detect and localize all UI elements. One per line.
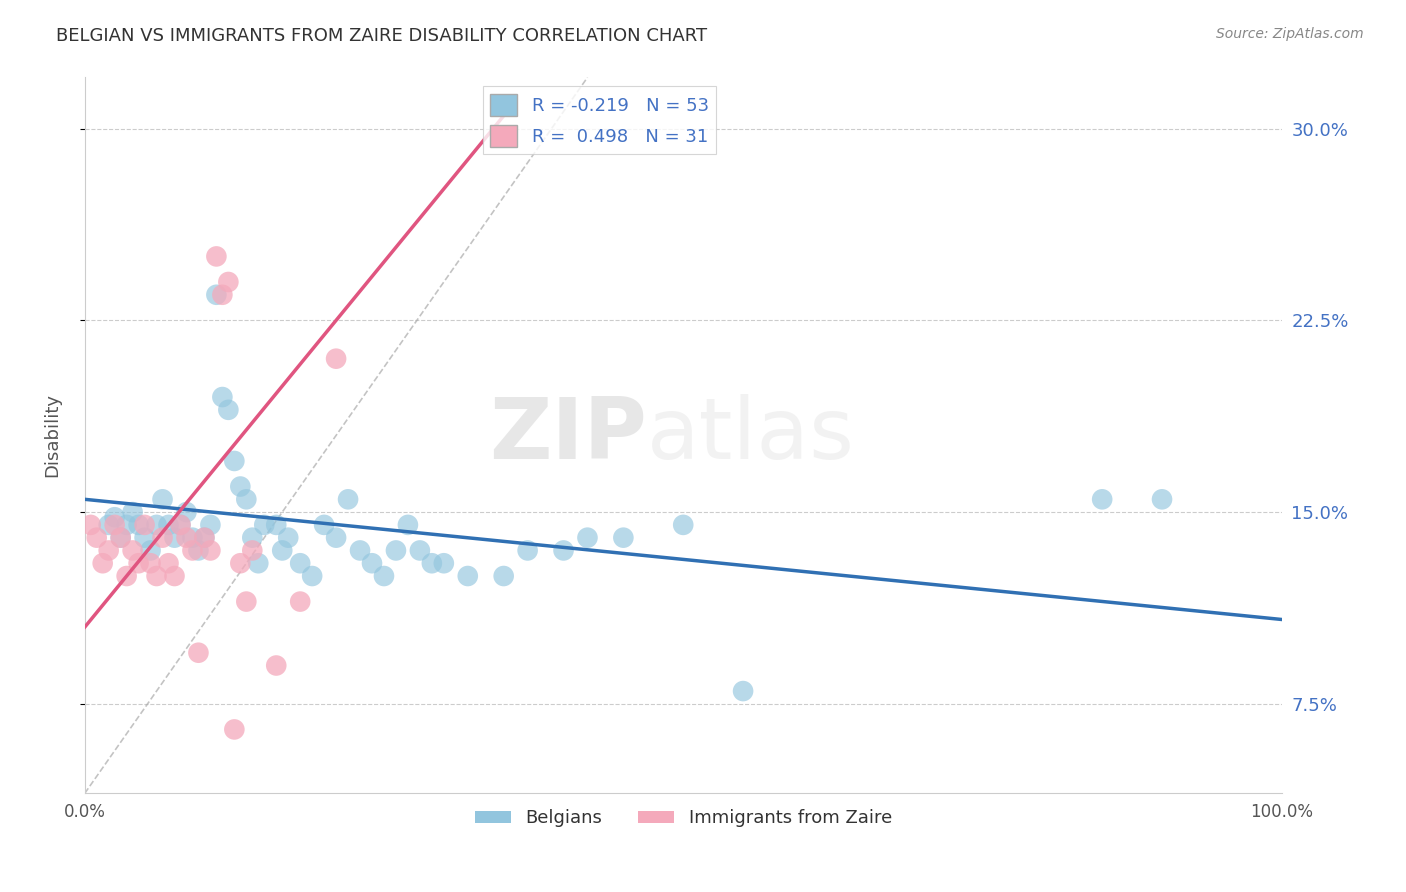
- Point: [187, 543, 209, 558]
- Point: [301, 569, 323, 583]
- Point: [128, 556, 150, 570]
- Point: [110, 531, 132, 545]
- Point: [181, 531, 204, 545]
- Point: [205, 249, 228, 263]
- Point: [217, 275, 239, 289]
- Point: [152, 531, 174, 545]
- Point: [121, 543, 143, 558]
- Point: [516, 543, 538, 558]
- Point: [235, 594, 257, 608]
- Point: [134, 517, 156, 532]
- Point: [349, 543, 371, 558]
- Point: [325, 351, 347, 366]
- Point: [121, 505, 143, 519]
- Point: [97, 543, 120, 558]
- Point: [457, 569, 479, 583]
- Point: [115, 569, 138, 583]
- Point: [396, 517, 419, 532]
- Point: [385, 543, 408, 558]
- Point: [169, 517, 191, 532]
- Point: [128, 517, 150, 532]
- Point: [187, 646, 209, 660]
- Text: ZIP: ZIP: [489, 394, 647, 477]
- Point: [235, 492, 257, 507]
- Point: [247, 556, 270, 570]
- Text: atlas: atlas: [647, 394, 855, 477]
- Point: [325, 531, 347, 545]
- Point: [253, 517, 276, 532]
- Point: [337, 492, 360, 507]
- Point: [1091, 492, 1114, 507]
- Point: [733, 684, 755, 698]
- Legend: Belgians, Immigrants from Zaire: Belgians, Immigrants from Zaire: [467, 802, 898, 834]
- Point: [409, 543, 432, 558]
- Point: [86, 531, 108, 545]
- Text: BELGIAN VS IMMIGRANTS FROM ZAIRE DISABILITY CORRELATION CHART: BELGIAN VS IMMIGRANTS FROM ZAIRE DISABIL…: [56, 27, 707, 45]
- Point: [145, 569, 167, 583]
- Y-axis label: Disability: Disability: [44, 393, 60, 477]
- Point: [200, 543, 222, 558]
- Point: [157, 517, 180, 532]
- Point: [176, 531, 198, 545]
- Point: [264, 517, 287, 532]
- Point: [139, 543, 162, 558]
- Point: [492, 569, 515, 583]
- Point: [145, 517, 167, 532]
- Point: [290, 556, 312, 570]
- Point: [361, 556, 384, 570]
- Point: [217, 402, 239, 417]
- Point: [277, 531, 299, 545]
- Text: Source: ZipAtlas.com: Source: ZipAtlas.com: [1216, 27, 1364, 41]
- Point: [193, 531, 215, 545]
- Point: [157, 556, 180, 570]
- Point: [200, 517, 222, 532]
- Point: [433, 556, 456, 570]
- Point: [240, 543, 263, 558]
- Point: [290, 594, 312, 608]
- Point: [1150, 492, 1173, 507]
- Point: [553, 543, 575, 558]
- Point: [271, 543, 294, 558]
- Point: [672, 517, 695, 532]
- Point: [211, 287, 233, 301]
- Point: [420, 556, 443, 570]
- Point: [224, 454, 246, 468]
- Point: [373, 569, 395, 583]
- Point: [176, 505, 198, 519]
- Point: [134, 531, 156, 545]
- Point: [224, 723, 246, 737]
- Point: [91, 556, 114, 570]
- Point: [314, 517, 336, 532]
- Point: [205, 287, 228, 301]
- Point: [110, 531, 132, 545]
- Point: [229, 556, 252, 570]
- Point: [612, 531, 634, 545]
- Point: [152, 492, 174, 507]
- Point: [80, 517, 103, 532]
- Point: [193, 531, 215, 545]
- Point: [115, 517, 138, 532]
- Point: [240, 531, 263, 545]
- Point: [169, 517, 191, 532]
- Point: [211, 390, 233, 404]
- Point: [181, 543, 204, 558]
- Point: [163, 531, 186, 545]
- Point: [97, 517, 120, 532]
- Point: [104, 510, 127, 524]
- Point: [139, 556, 162, 570]
- Point: [229, 479, 252, 493]
- Point: [104, 517, 127, 532]
- Point: [576, 531, 599, 545]
- Point: [264, 658, 287, 673]
- Point: [163, 569, 186, 583]
